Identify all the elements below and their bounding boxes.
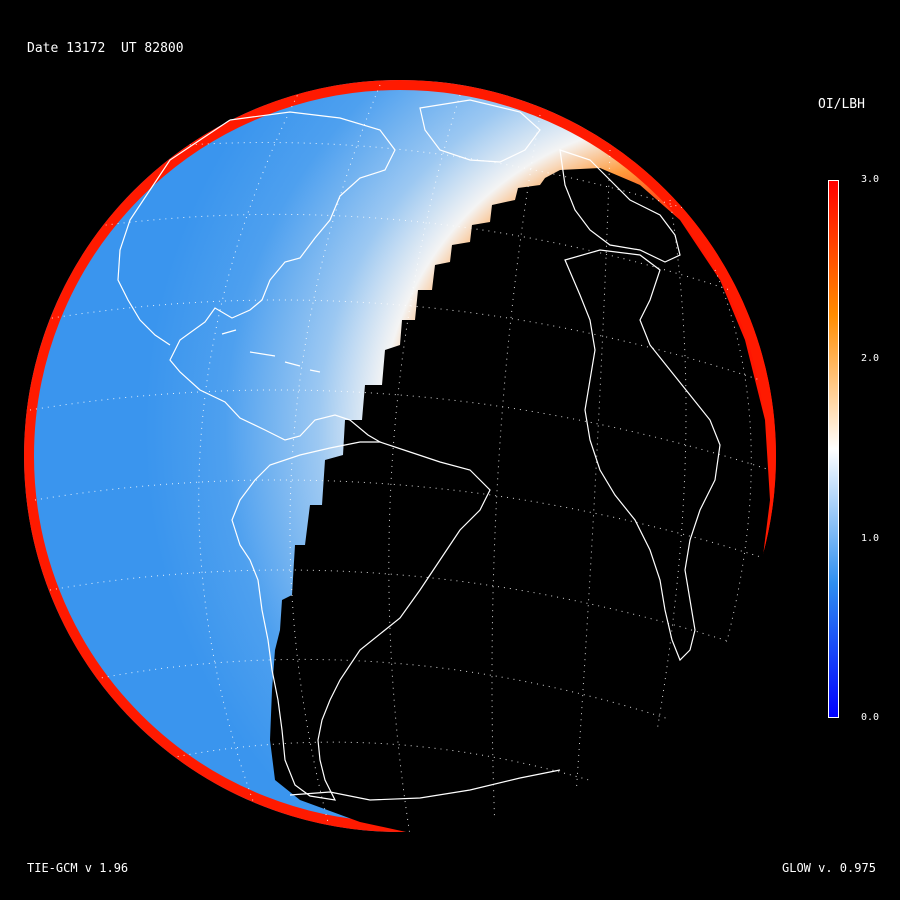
ut-value: UT 82800 xyxy=(120,41,184,56)
greenland-coast xyxy=(419,99,541,163)
north-america-west xyxy=(117,119,231,346)
antarctic-edge xyxy=(289,769,561,801)
africa-coast xyxy=(564,249,721,662)
caribbean-islands xyxy=(221,329,321,373)
nightside-region xyxy=(270,168,770,835)
date-label: Date 13172 UT 82800 xyxy=(27,41,184,56)
model-version-right: GLOW v. 0.975 xyxy=(782,861,876,875)
colorbar-tick-1: 1.0 xyxy=(861,533,880,544)
europe-coast xyxy=(559,149,681,263)
graticule xyxy=(29,84,771,832)
colorbar-title: OI/LBH xyxy=(818,97,865,112)
colorbar-tick-0: 0.0 xyxy=(861,712,880,723)
north-america-coast xyxy=(169,111,396,443)
colorbar xyxy=(828,180,839,718)
colorbar-tick-3: 3.0 xyxy=(861,174,880,185)
south-america-coast xyxy=(231,441,491,801)
date-value: Date 13172 xyxy=(27,41,106,56)
colorbar-tick-2: 2.0 xyxy=(861,353,880,364)
model-version-left: TIE-GCM v 1.96 xyxy=(27,861,129,875)
coastlines xyxy=(117,99,721,801)
